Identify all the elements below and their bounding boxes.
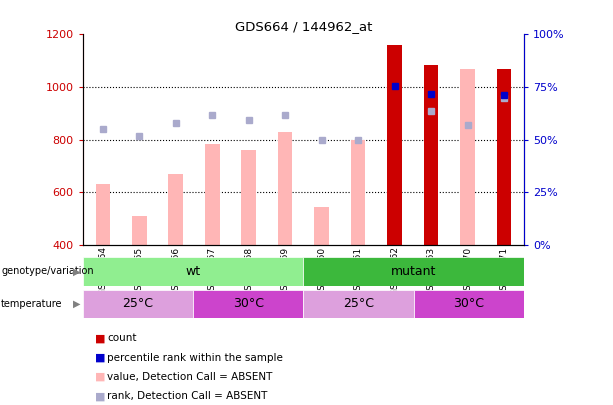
Bar <box>314 207 329 245</box>
Bar <box>242 150 256 245</box>
Text: genotype/variation: genotype/variation <box>1 266 94 276</box>
Bar <box>169 174 183 245</box>
Bar <box>132 216 147 245</box>
Bar <box>193 290 303 318</box>
Text: percentile rank within the sample: percentile rank within the sample <box>107 353 283 362</box>
Bar <box>351 140 365 245</box>
Bar <box>460 69 475 245</box>
Text: mutant: mutant <box>391 265 436 278</box>
Bar <box>387 45 402 245</box>
Bar <box>414 290 524 318</box>
Text: 30°C: 30°C <box>454 297 484 310</box>
Text: count: count <box>107 333 137 343</box>
Text: ▶: ▶ <box>73 299 80 309</box>
Bar <box>303 290 414 318</box>
Text: 30°C: 30°C <box>233 297 264 310</box>
Bar <box>96 185 110 245</box>
Text: value, Detection Call = ABSENT: value, Detection Call = ABSENT <box>107 372 273 382</box>
Text: ■: ■ <box>95 333 105 343</box>
Bar <box>83 290 193 318</box>
Bar <box>205 144 219 245</box>
Bar <box>303 257 524 286</box>
Text: ▶: ▶ <box>73 266 80 276</box>
Text: ■: ■ <box>95 392 105 401</box>
Text: ■: ■ <box>95 372 105 382</box>
Bar <box>497 69 511 245</box>
Bar <box>424 65 438 245</box>
Bar <box>83 257 303 286</box>
Text: wt: wt <box>186 265 200 278</box>
Text: temperature: temperature <box>1 299 63 309</box>
Bar <box>278 132 292 245</box>
Text: ■: ■ <box>95 353 105 362</box>
Title: GDS664 / 144962_at: GDS664 / 144962_at <box>235 20 372 33</box>
Text: 25°C: 25°C <box>343 297 374 310</box>
Text: 25°C: 25°C <box>123 297 153 310</box>
Text: rank, Detection Call = ABSENT: rank, Detection Call = ABSENT <box>107 392 268 401</box>
